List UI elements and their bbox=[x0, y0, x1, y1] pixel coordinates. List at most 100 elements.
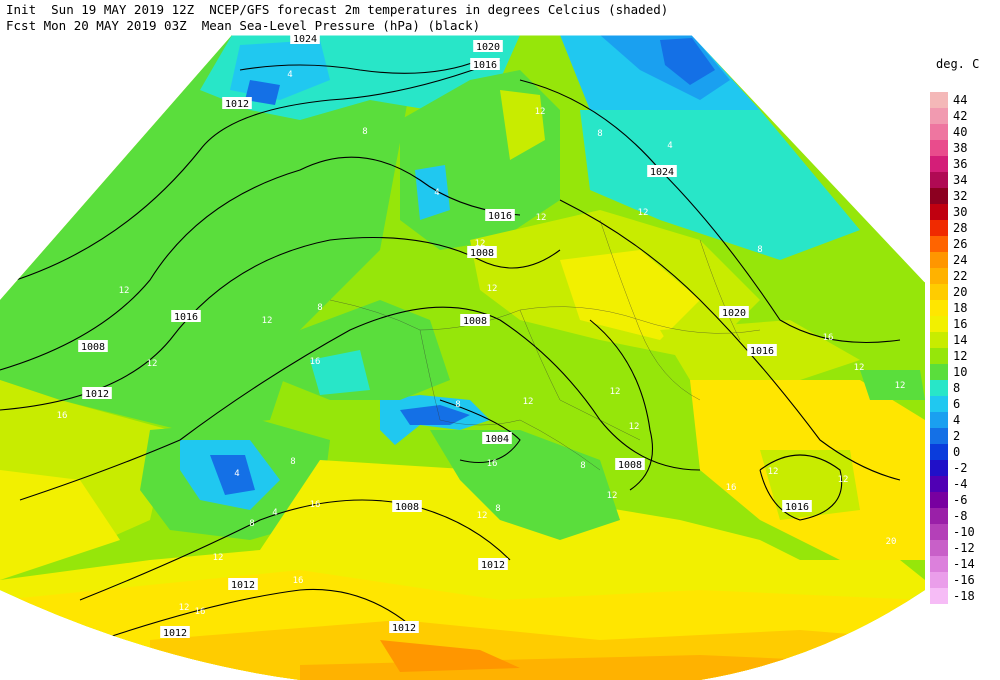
legend-label: 24 bbox=[953, 253, 968, 267]
legend-swatch bbox=[930, 124, 948, 140]
isotherm-label: 8 bbox=[317, 303, 322, 313]
map-subtitle: Mean Sea-Level Pressure (hPa) (black) bbox=[201, 18, 481, 33]
legend-swatch bbox=[930, 460, 948, 476]
isobar-label: 1024 bbox=[647, 165, 677, 178]
isotherm-label: 12 bbox=[536, 213, 547, 223]
isotherm-label: 12 bbox=[895, 381, 906, 391]
isotherm-label: 12 bbox=[854, 363, 865, 373]
svg-text:1008: 1008 bbox=[395, 502, 419, 513]
svg-text:16: 16 bbox=[57, 411, 68, 421]
legend-swatch bbox=[930, 396, 948, 412]
svg-text:4: 4 bbox=[234, 469, 239, 479]
isobar-label: 1008 bbox=[392, 500, 422, 513]
legend-swatch bbox=[930, 172, 948, 188]
isobar-label: 1008 bbox=[460, 314, 490, 327]
svg-text:8: 8 bbox=[249, 519, 254, 529]
svg-text:12: 12 bbox=[535, 107, 546, 117]
legend-label: 34 bbox=[953, 173, 968, 187]
legend-label: -18 bbox=[953, 589, 975, 603]
svg-text:12: 12 bbox=[119, 286, 130, 296]
forecast-time: Fcst Mon 20 MAY 2019 03Z bbox=[6, 18, 187, 33]
isotherm-label: 12 bbox=[629, 422, 640, 432]
svg-text:1016: 1016 bbox=[473, 60, 497, 71]
svg-text:8: 8 bbox=[317, 303, 322, 313]
isobar-label: 1016 bbox=[470, 58, 500, 71]
isobar-label: 1008 bbox=[467, 246, 497, 259]
map-title: NCEP/GFS forecast 2m temperatures in deg… bbox=[209, 2, 669, 17]
legend-label: -6 bbox=[953, 493, 968, 507]
isotherm-label: 16 bbox=[310, 500, 321, 510]
legend-swatch bbox=[930, 92, 948, 108]
legend-label: 14 bbox=[953, 333, 968, 347]
svg-text:8: 8 bbox=[757, 245, 762, 255]
svg-text:12: 12 bbox=[523, 397, 534, 407]
svg-text:12: 12 bbox=[607, 491, 618, 501]
svg-text:8: 8 bbox=[495, 504, 500, 514]
svg-text:1004: 1004 bbox=[485, 434, 509, 445]
isobar-label: 1020 bbox=[473, 40, 503, 53]
isotherm-label: 16 bbox=[57, 411, 68, 421]
isotherm-label: 12 bbox=[638, 208, 649, 218]
isotherm-label: 16 bbox=[487, 459, 498, 469]
legend-swatch bbox=[930, 220, 948, 236]
svg-text:16: 16 bbox=[310, 357, 321, 367]
isotherm-label: 4 bbox=[434, 188, 439, 198]
legend-label: 20 bbox=[953, 285, 968, 299]
isotherm-label: 12 bbox=[607, 491, 618, 501]
svg-text:12: 12 bbox=[536, 213, 547, 223]
svg-text:12: 12 bbox=[179, 603, 190, 613]
legend-swatch bbox=[930, 188, 948, 204]
svg-text:1024: 1024 bbox=[293, 34, 317, 45]
isotherm-label: 12 bbox=[475, 239, 486, 249]
svg-text:16: 16 bbox=[293, 576, 304, 586]
legend-swatch bbox=[930, 108, 948, 124]
svg-text:1008: 1008 bbox=[618, 460, 642, 471]
svg-text:16: 16 bbox=[487, 459, 498, 469]
legend-label: -4 bbox=[953, 477, 968, 491]
legend-swatch bbox=[930, 556, 948, 572]
svg-text:20: 20 bbox=[886, 537, 897, 547]
svg-text:12: 12 bbox=[768, 467, 779, 477]
isotherm-label: 8 bbox=[249, 519, 254, 529]
isobar-label: 1012 bbox=[222, 97, 252, 110]
svg-text:4: 4 bbox=[667, 141, 672, 151]
svg-text:8: 8 bbox=[580, 461, 585, 471]
isobar-label: 1012 bbox=[82, 387, 112, 400]
svg-text:1012: 1012 bbox=[225, 99, 249, 110]
header-line-2: Fcst Mon 20 MAY 2019 03Z Mean Sea-Level … bbox=[6, 18, 480, 33]
isotherm-label: 12 bbox=[487, 284, 498, 294]
legend-label: 30 bbox=[953, 205, 968, 219]
svg-text:1024: 1024 bbox=[650, 167, 674, 178]
svg-text:1012: 1012 bbox=[163, 628, 187, 639]
svg-text:8: 8 bbox=[362, 127, 367, 137]
isotherm-label: 16 bbox=[823, 333, 834, 343]
legend-label: 0 bbox=[953, 445, 961, 459]
legend-label: 4 bbox=[953, 413, 961, 427]
isobar-label: 1016 bbox=[747, 344, 777, 357]
isobar-label: 1012 bbox=[160, 626, 190, 639]
legend-label: 38 bbox=[953, 141, 968, 155]
isobar-label: 1004 bbox=[482, 432, 512, 445]
svg-text:8: 8 bbox=[455, 400, 460, 410]
legend-swatch bbox=[930, 380, 948, 396]
legend-label: -14 bbox=[953, 557, 975, 571]
legend-label: 2 bbox=[953, 429, 961, 443]
svg-text:1016: 1016 bbox=[174, 312, 198, 323]
svg-text:12: 12 bbox=[638, 208, 649, 218]
isotherm-label: 16 bbox=[195, 607, 206, 617]
isotherm-label: 8 bbox=[580, 461, 585, 471]
svg-text:1008: 1008 bbox=[470, 248, 494, 259]
legend-label: -8 bbox=[953, 509, 968, 523]
svg-text:1008: 1008 bbox=[463, 316, 487, 327]
legend-label: 16 bbox=[953, 317, 968, 331]
svg-text:16: 16 bbox=[823, 333, 834, 343]
legend-label: 36 bbox=[953, 157, 968, 171]
svg-text:1012: 1012 bbox=[85, 389, 109, 400]
svg-text:1020: 1020 bbox=[476, 42, 500, 53]
isotherm-label: 8 bbox=[757, 245, 762, 255]
isotherm-label: 12 bbox=[119, 286, 130, 296]
isotherm-label: 12 bbox=[535, 107, 546, 117]
svg-text:12: 12 bbox=[147, 359, 158, 369]
svg-text:12: 12 bbox=[838, 475, 849, 485]
legend-label: -16 bbox=[953, 573, 975, 587]
